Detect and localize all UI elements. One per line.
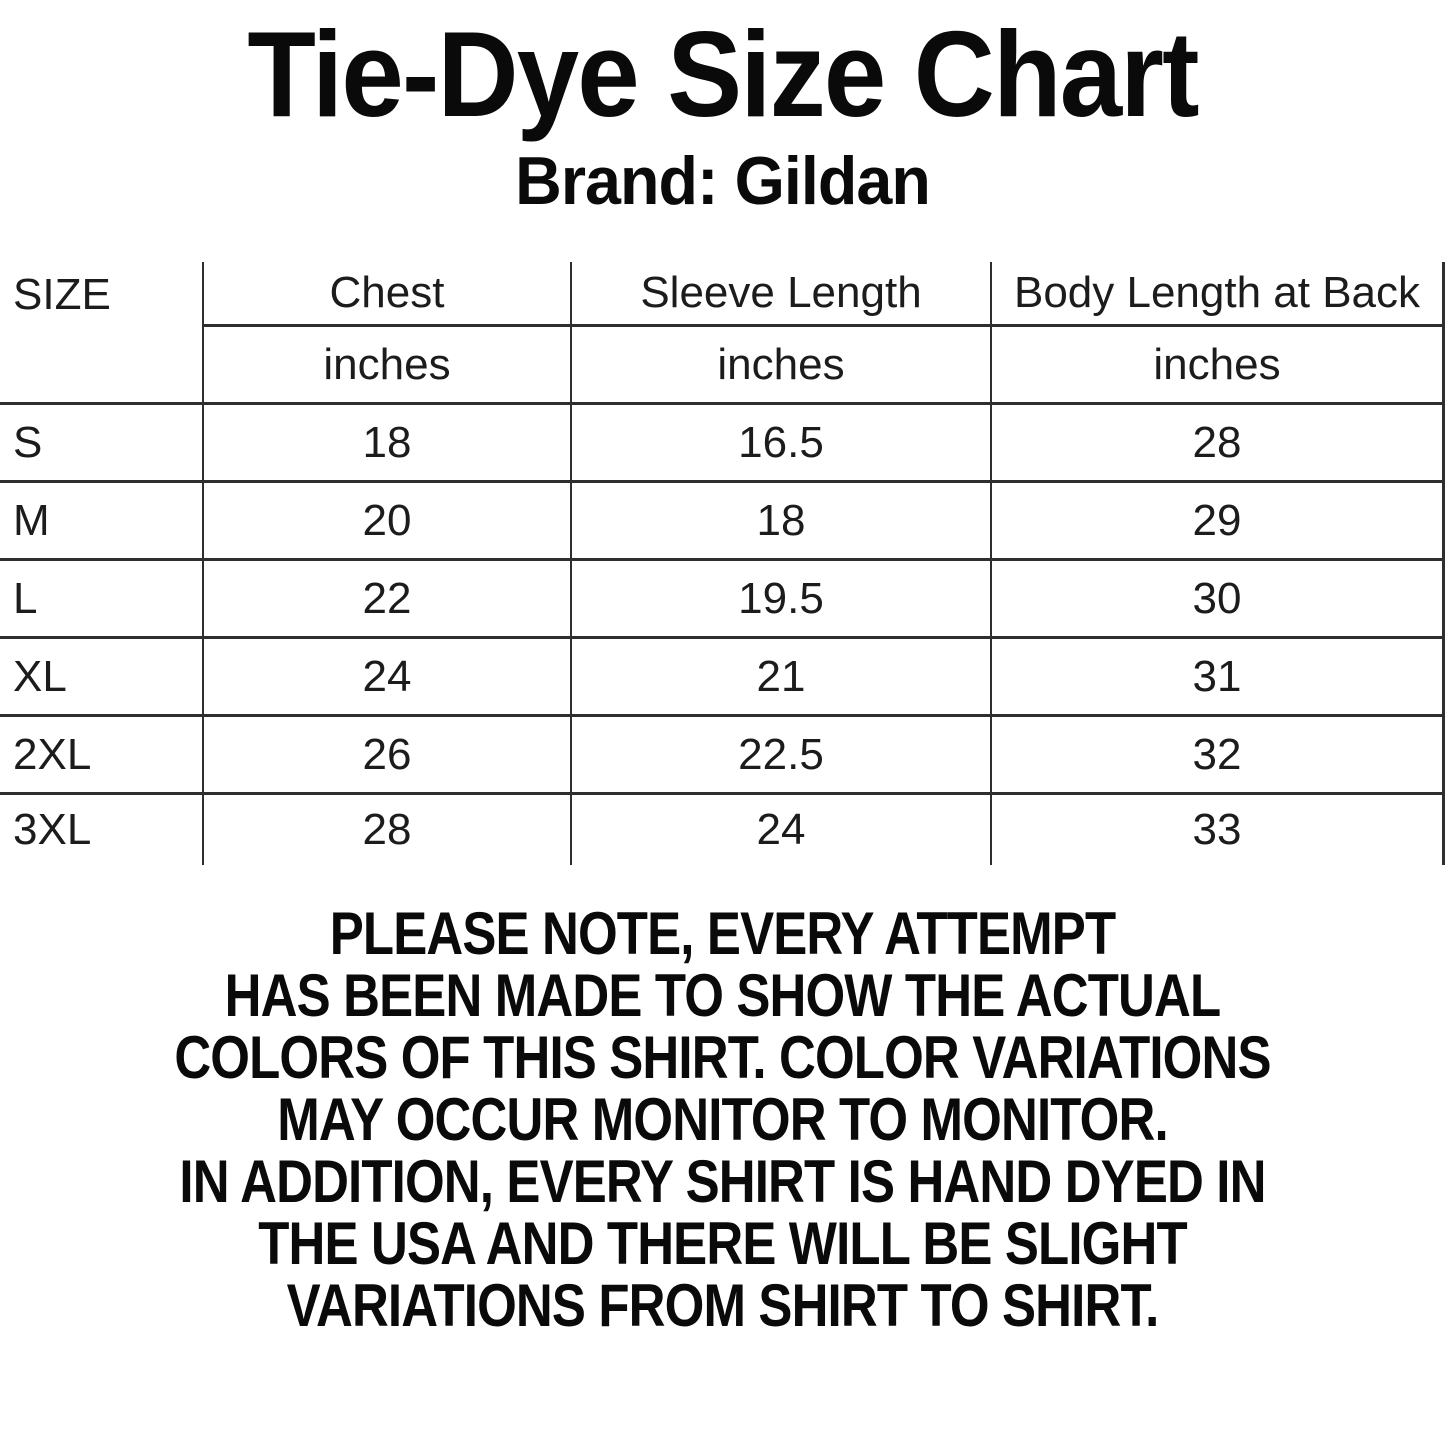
disclaimer-line: IN ADDITION, EVERY SHIRT IS HAND DYED IN	[179, 1148, 1266, 1215]
disclaimer-line: HAS BEEN MADE TO SHOW THE ACTUAL	[224, 962, 1221, 1029]
disclaimer-line: VARIATIONS FROM SHIRT TO SHIRT.	[286, 1272, 1160, 1339]
size-label: 3XL	[13, 805, 92, 854]
disclaimer-line: MAY OCCUR MONITOR TO MONITOR.	[277, 1086, 1168, 1153]
size-label: 2XL	[0, 717, 202, 795]
body-value: 30	[990, 561, 1445, 639]
chest-value: 24	[202, 639, 570, 717]
disclaimer-note: PLEASE NOTE, EVERY ATTEMPT HAS BEEN MADE…	[108, 903, 1336, 1337]
page-title: Tie-Dye Size Chart	[247, 6, 1199, 142]
units-cell-body: inches	[990, 327, 1445, 405]
size-label: L	[0, 561, 202, 639]
sleeve-value: 24	[570, 795, 990, 865]
body-value: 29	[990, 483, 1445, 561]
sleeve-value: 19.5	[570, 561, 990, 639]
chest-value: 26	[202, 717, 570, 795]
body-value: 32	[990, 717, 1445, 795]
disclaimer-line: COLORS OF THIS SHIRT. COLOR VARIATIONS	[174, 1024, 1271, 1091]
body-value: 33	[990, 795, 1445, 865]
size-label: M	[0, 483, 202, 561]
size-label: XL	[0, 639, 202, 717]
disclaimer-line: PLEASE NOTE, EVERY ATTEMPT	[329, 900, 1116, 967]
body-value: 31	[990, 639, 1445, 717]
brand-subtitle: Brand: Gildan	[515, 143, 931, 219]
units-cell-sleeve: inches	[570, 327, 990, 405]
chest-value: 20	[202, 483, 570, 561]
disclaimer-line: THE USA AND THERE WILL BE SLIGHT	[258, 1210, 1187, 1277]
chest-value: 18	[202, 405, 570, 483]
units-cell-chest: inches	[202, 327, 570, 405]
sleeve-value: 21	[570, 639, 990, 717]
chest-value: 28	[202, 795, 570, 865]
sleeve-value: 22.5	[570, 717, 990, 795]
column-header-size: SIZE	[13, 269, 111, 319]
chest-value: 22	[202, 561, 570, 639]
column-header-chest: Chest	[202, 262, 570, 327]
units-cell-blank	[0, 327, 202, 405]
sleeve-value: 16.5	[570, 405, 990, 483]
size-table: SIZE Chest Sleeve Length Body Length at …	[0, 262, 1445, 865]
column-header-sleeve-length: Sleeve Length	[570, 262, 990, 327]
size-label: S	[0, 405, 202, 483]
sleeve-value: 18	[570, 483, 990, 561]
body-value: 28	[990, 405, 1445, 483]
column-header-body-length: Body Length at Back	[990, 262, 1445, 327]
